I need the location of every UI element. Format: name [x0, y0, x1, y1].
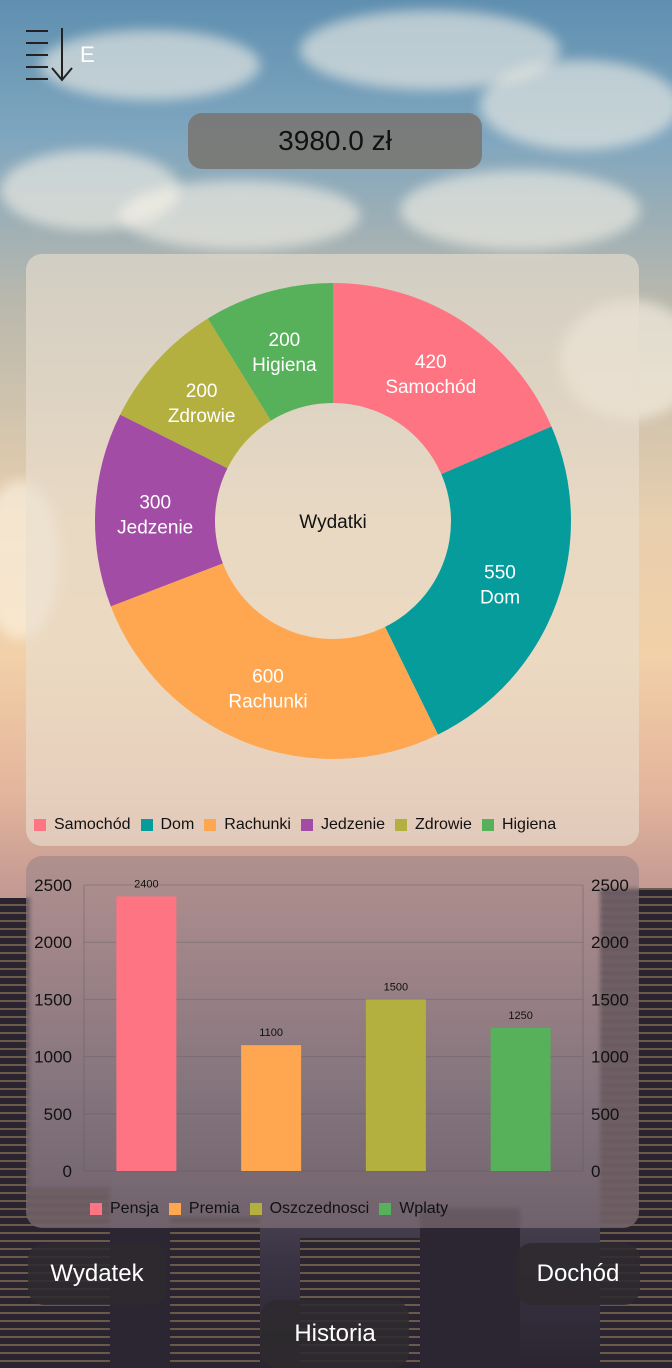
- menu-line-icon: [26, 42, 48, 44]
- arrow-down-icon: [51, 28, 73, 82]
- legend-item-jedzenie: Jedzenie: [300, 816, 386, 834]
- legend-swatch: [90, 1203, 102, 1215]
- legend-item-zdrowie: Zdrowie: [395, 816, 472, 834]
- legend-item-wplaty: Wplaty: [379, 1200, 448, 1218]
- bar-value-label: 2400: [134, 878, 158, 890]
- slice-category-label: Dom: [480, 588, 520, 609]
- legend-swatch: [140, 819, 153, 831]
- legend-item-dom: Dom: [140, 816, 195, 834]
- slice-category-label: Higiena: [252, 355, 317, 376]
- y-tick-label-left: 2500: [34, 876, 72, 895]
- legend-label: Rachunki: [224, 816, 291, 833]
- legend-item-pensja: Pensja: [90, 1200, 159, 1218]
- y-tick-label-left: 0: [63, 1162, 72, 1181]
- y-tick-label-right: 1000: [591, 1048, 629, 1067]
- menu-line-icon: [26, 54, 48, 56]
- income-bar-chart[interactable]: 0 0 500 500 1000 1000 1500 1500 2000 2000 2500 2500…: [26, 856, 639, 1196]
- slice-value-label: 200: [186, 381, 218, 402]
- legend-item-rachunki: Rachunki: [204, 816, 291, 834]
- legend-swatch: [379, 1203, 392, 1215]
- legend-label: Premia: [188, 1200, 240, 1217]
- y-tick-label-right: 0: [591, 1162, 600, 1181]
- slice-category-label: Jedzenie: [117, 517, 193, 538]
- menu-line-icon: [26, 78, 48, 80]
- bar-wplaty[interactable]: [490, 1028, 551, 1171]
- legend-swatch: [395, 819, 408, 831]
- slice-category-label: Rachunki: [228, 692, 307, 713]
- slice-value-label: 550: [484, 563, 516, 584]
- donut-slice-zdrowie[interactable]: [120, 318, 271, 469]
- legend-swatch: [168, 1203, 181, 1215]
- bar-value-label: 1100: [259, 1027, 283, 1039]
- expenses-legend: Samochód Dom Rachunki Jedzenie Zdrowie Higien…: [34, 816, 566, 834]
- sort-menu-button[interactable]: E: [24, 28, 95, 84]
- add-expense-button[interactable]: Wydatek: [28, 1243, 166, 1305]
- legend-label: Higiena: [501, 816, 557, 833]
- donut-slice-dom[interactable]: [385, 426, 571, 735]
- y-tick-label-left: 500: [44, 1105, 72, 1124]
- add-income-button[interactable]: Dochód: [516, 1243, 640, 1305]
- legend-label: Zdrowie: [415, 816, 472, 833]
- legend-swatch: [34, 819, 46, 831]
- y-tick-label-right: 2500: [591, 876, 629, 895]
- legend-swatch: [300, 819, 313, 831]
- slice-value-label: 200: [269, 330, 301, 351]
- bar-value-label: 1250: [508, 1010, 532, 1022]
- donut-slice-samochód[interactable]: [333, 283, 552, 475]
- legend-swatch: [204, 819, 217, 831]
- slice-value-label: 300: [139, 492, 171, 513]
- balance-value: 3980.0 zł: [278, 125, 392, 156]
- menu-letter: E: [80, 42, 95, 67]
- bar-pensja[interactable]: [116, 896, 177, 1171]
- menu-line-icon: [26, 30, 48, 32]
- y-tick-label-left: 2000: [34, 933, 72, 952]
- y-tick-label-left: 1500: [34, 990, 72, 1009]
- donut-slice-higiena[interactable]: [207, 283, 333, 421]
- y-tick-label-right: 2000: [591, 933, 629, 952]
- legend-swatch: [481, 819, 494, 831]
- income-chart-card: 0 0 500 500 1000 1000 1500 1500 2000 2000 2500 2500…: [26, 856, 639, 1228]
- bar-premia[interactable]: [241, 1045, 302, 1171]
- menu-line-icon: [26, 66, 48, 68]
- y-tick-label-left: 1000: [34, 1048, 72, 1067]
- donut-center-label: Wydatki: [299, 512, 366, 533]
- legend-label: Dom: [160, 816, 195, 833]
- legend-label: Pensja: [110, 1200, 159, 1217]
- legend-label: Jedzenie: [320, 816, 386, 833]
- legend-item-samochód: Samochód: [34, 816, 131, 834]
- legend-label: Oszczednosci: [269, 1200, 370, 1217]
- income-legend: Pensja Premia Oszczednosci Wplaty: [90, 1200, 458, 1218]
- history-button[interactable]: Historia: [261, 1300, 409, 1368]
- bar-oszczednosci[interactable]: [365, 999, 426, 1171]
- legend-swatch: [249, 1203, 262, 1215]
- bar-value-label: 1500: [384, 981, 408, 993]
- donut-slice-jedzenie[interactable]: [94, 414, 228, 607]
- slice-category-label: Zdrowie: [168, 406, 236, 427]
- expenses-chart-card: 420 Samochód 550 Dom 600 Rachunki 300 Jedzenie 2…: [26, 254, 639, 846]
- slice-value-label: 600: [252, 667, 284, 688]
- y-tick-label-right: 1500: [591, 990, 629, 1009]
- balance-display: 3980.0 zł: [188, 113, 482, 169]
- legend-item-oszczednosci: Oszczednosci: [249, 1200, 370, 1218]
- legend-label: Samochód: [54, 816, 131, 833]
- slice-value-label: 420: [415, 352, 447, 373]
- legend-item-premia: Premia: [168, 1200, 240, 1218]
- expenses-donut-chart[interactable]: 420 Samochód 550 Dom 600 Rachunki 300 Jedzenie 2…: [26, 254, 639, 814]
- legend-label: Wplaty: [399, 1200, 449, 1217]
- y-tick-label-right: 500: [591, 1105, 619, 1124]
- donut-slice-rachunki[interactable]: [110, 563, 438, 759]
- slice-category-label: Samochód: [385, 377, 476, 398]
- legend-item-higiena: Higiena: [481, 816, 557, 834]
